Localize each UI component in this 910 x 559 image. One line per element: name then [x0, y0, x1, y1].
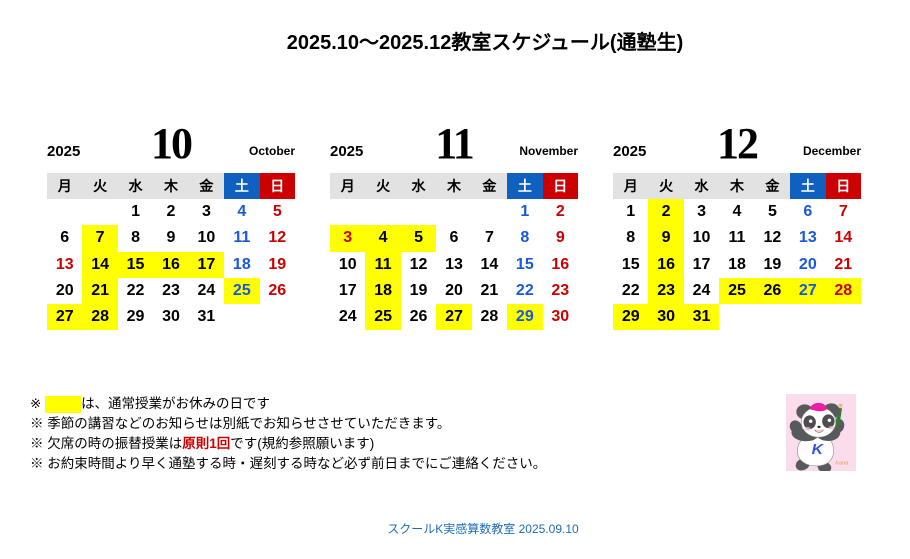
- svg-text:hana: hana: [835, 461, 849, 467]
- svg-text:K: K: [812, 441, 825, 458]
